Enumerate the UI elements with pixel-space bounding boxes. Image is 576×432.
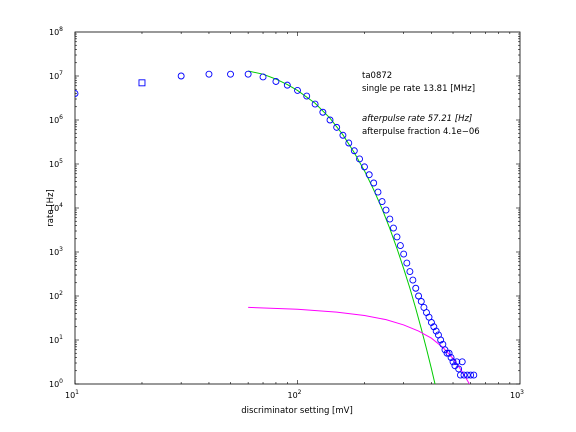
data-point — [326, 116, 334, 124]
data-point — [370, 179, 378, 187]
data-point — [205, 70, 213, 78]
data-point-square — [138, 79, 146, 87]
y-tick-label: 106 — [49, 114, 63, 125]
y-tick-label: 108 — [49, 26, 63, 37]
data-point — [406, 268, 414, 275]
y-tick-label: 100 — [49, 378, 63, 389]
data-point — [455, 365, 463, 373]
data-point — [259, 73, 267, 81]
data-point — [432, 327, 440, 335]
data-point — [365, 171, 373, 179]
data-point — [177, 72, 185, 80]
x-tick-label: 102 — [287, 389, 301, 400]
data-point — [272, 78, 280, 85]
series-line — [248, 306, 471, 384]
y-axis-label: rate [Hz] — [46, 189, 56, 226]
data-point — [430, 323, 438, 331]
y-tick-label: 103 — [49, 246, 63, 257]
data-point — [244, 70, 252, 78]
annotation-text: afterpulse fraction 4.1e−06 — [362, 127, 480, 137]
data-point — [437, 336, 445, 344]
data-point — [470, 371, 478, 379]
data-point — [423, 309, 430, 317]
data-point — [227, 70, 234, 78]
data-point — [443, 349, 451, 357]
series-layer — [75, 70, 478, 384]
tick-marks — [74, 32, 520, 385]
data-point — [390, 224, 397, 232]
data-point — [409, 276, 417, 284]
data-point — [339, 131, 347, 139]
annotation-text: ta0872 — [362, 71, 392, 81]
data-point — [361, 163, 368, 171]
data-point — [396, 242, 404, 250]
data-point — [303, 92, 311, 100]
data-point — [350, 147, 358, 155]
y-tick-label: 104 — [49, 202, 63, 213]
annotation-text: single pe rate 13.81 [MHz] — [362, 84, 475, 94]
data-point — [356, 155, 363, 163]
annotation-text: afterpulse rate 57.21 [Hz] — [362, 114, 472, 124]
data-point — [467, 371, 475, 379]
data-point — [415, 292, 423, 300]
data-point — [400, 250, 408, 258]
y-tick-label: 105 — [49, 158, 63, 169]
data-point — [382, 206, 390, 214]
data-point — [393, 233, 401, 241]
data-point — [333, 123, 341, 131]
data-point — [417, 298, 425, 305]
data-point — [378, 198, 386, 206]
data-point — [449, 358, 457, 366]
annotations: ta0872 single pe rate 13.81 [MHz] afterpul… — [362, 71, 480, 137]
data-point — [374, 188, 382, 196]
y-tick-label: 102 — [49, 290, 63, 301]
data-point — [447, 354, 455, 361]
data-point — [311, 100, 319, 108]
x-tick-label: 103 — [510, 389, 524, 400]
x-tick-label: 101 — [65, 389, 79, 400]
data-point — [453, 358, 461, 366]
data-point — [445, 349, 453, 357]
series-line — [248, 70, 436, 384]
data-point — [319, 108, 327, 116]
data-point — [457, 371, 464, 379]
data-point — [403, 259, 411, 267]
data-point — [441, 346, 449, 354]
data-point — [294, 86, 301, 94]
data-point — [386, 215, 394, 223]
y-tick-label: 107 — [49, 70, 63, 81]
y-tick-label: 101 — [49, 334, 63, 345]
data-point — [458, 358, 466, 366]
data-point — [75, 90, 79, 97]
data-point — [283, 81, 291, 89]
data-point — [460, 371, 468, 379]
x-axis-label: discriminator setting [mV] — [241, 406, 353, 416]
data-point — [412, 284, 420, 292]
data-point — [345, 139, 353, 147]
